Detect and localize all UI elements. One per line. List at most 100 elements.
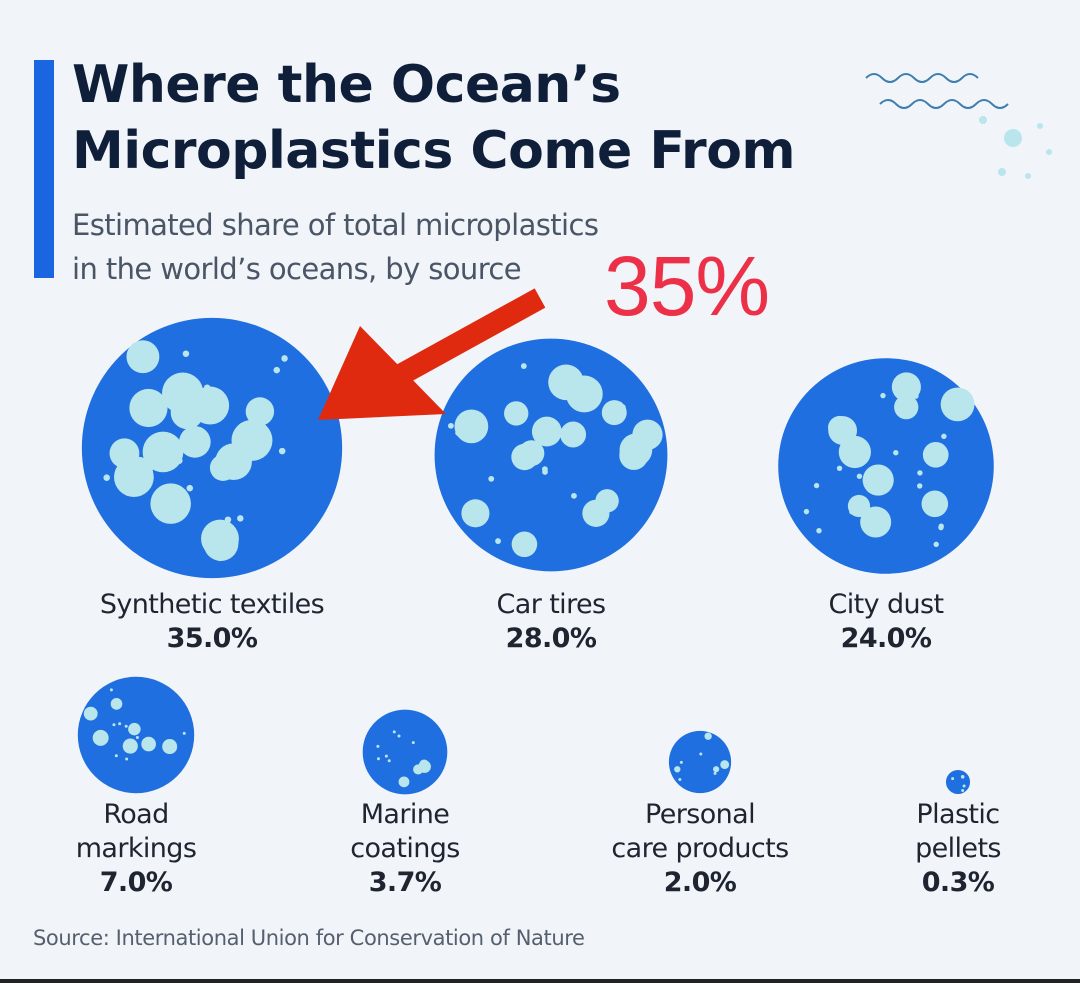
bubble-speck [720,760,730,770]
bubble-speck [114,754,118,758]
bubble-label: City dust 24.0% [756,588,1016,656]
red-arrow-icon [318,288,546,420]
bubble-speck [548,364,584,401]
bubble-speck [940,387,975,422]
bubble-speck [142,431,184,473]
bubble-speck [454,409,489,444]
bubble-speck [182,350,190,357]
bubble-speck [131,446,138,454]
value-label: 35.0% [166,623,258,654]
bubble-speck [103,474,110,481]
bubble-speck [129,388,168,428]
bubble-speck [803,508,810,515]
category-label: markings [75,833,197,864]
bubble-speck [398,776,410,788]
bubble-speck [447,422,454,429]
subtitle-line-2: in the world’s oceans, by source [72,252,522,286]
bubble-label: Road markings 7.0% [6,798,266,900]
bubble-speck [619,433,653,467]
value-label: 7.0% [99,867,173,898]
bubble-label: Car tires 28.0% [421,588,681,656]
bubble-label: Personal care products 2.0% [570,798,830,900]
bubble-speck [828,415,852,440]
bubble-speck [224,516,232,523]
bubble-speck [461,499,490,528]
bubble-speck [110,698,123,710]
bubble-speck [168,452,175,460]
value-label: 28.0% [505,623,597,654]
bubble-speck [678,777,682,781]
bubble-label: Synthetic textiles 35.0% [82,588,342,656]
bubble-city-dust [778,358,994,574]
bubble-label: Marine coatings 3.7% [275,798,535,900]
category-label: Marine [360,799,450,830]
bubble-speck [856,473,863,479]
value-label: 0.3% [921,867,995,898]
bubble-speck [601,400,627,426]
bubble-speck [960,775,965,779]
category-label: Car tires [496,589,607,620]
bubble-speck [397,734,401,738]
value-label: 24.0% [840,623,932,654]
bubble-speck [880,392,886,399]
bubble-speck [816,528,822,534]
subtitle-line-1: Estimated share of total microplastics [72,208,599,242]
bubble-synthetic-textiles [81,317,343,579]
bubble-speck [514,545,520,552]
bubble-speck [126,340,160,374]
category-label: pellets [915,833,1001,864]
bubble-speck [520,363,527,370]
annotation-35-percent: 35% [604,239,770,333]
bubble-speck [191,386,230,425]
chart-subtitle: Estimated share of total microplastics i… [72,203,599,291]
bubble-speck [281,355,288,362]
bubble-speck [109,688,113,692]
bubble-speck [520,409,527,416]
category-label: coatings [350,833,460,864]
category-label: Synthetic textiles [99,589,325,620]
bubble-speck [922,441,949,468]
bubble-speck [849,509,855,515]
bubble-speck [186,484,194,492]
category-label: City dust [828,589,944,620]
bubble-speck [917,483,923,489]
bubble-speck [488,475,495,482]
wave-decoration-icon [865,73,1052,179]
bubble-speck [933,541,939,548]
bubble-speck [961,788,965,792]
bubble-speck [124,724,128,728]
bubble-speck [118,722,122,726]
bubble-speck [860,506,892,538]
value-label: 3.7% [368,867,442,898]
bubble-personal-care-products [668,730,732,794]
bubble-speck [891,372,921,402]
bubble-speck [531,416,562,447]
bubble-speck [951,777,955,781]
title-accent-bar [34,60,54,278]
category-label: care products [611,833,789,864]
bubble-speck [411,741,415,745]
bubble-speck [595,489,619,513]
bubble-speck [941,433,947,439]
bubble-speck [245,397,275,426]
chart-title: Where the Ocean’s Microplastics Come Fro… [72,52,796,184]
bubble-marine-coatings [362,709,448,795]
category-label: Personal [645,799,756,830]
bubble-speck [247,403,254,411]
bubble-speck [619,404,626,411]
bubble-speck [384,754,388,758]
bubble-speck [511,531,538,558]
bubble-speck [201,519,239,558]
bubble-speck [921,490,949,518]
value-label: 2.0% [663,867,737,898]
bubble-speck [237,515,244,522]
bubble-speck [123,456,153,487]
bubble-label: Plastic pellets 0.3% [828,798,1080,900]
bubble-speck [917,470,923,476]
bubble-speck [418,760,431,773]
bubble-speck [504,401,529,426]
bubble-speck [141,736,156,752]
bubble-speck [518,440,545,467]
bubble-speck [387,759,391,763]
